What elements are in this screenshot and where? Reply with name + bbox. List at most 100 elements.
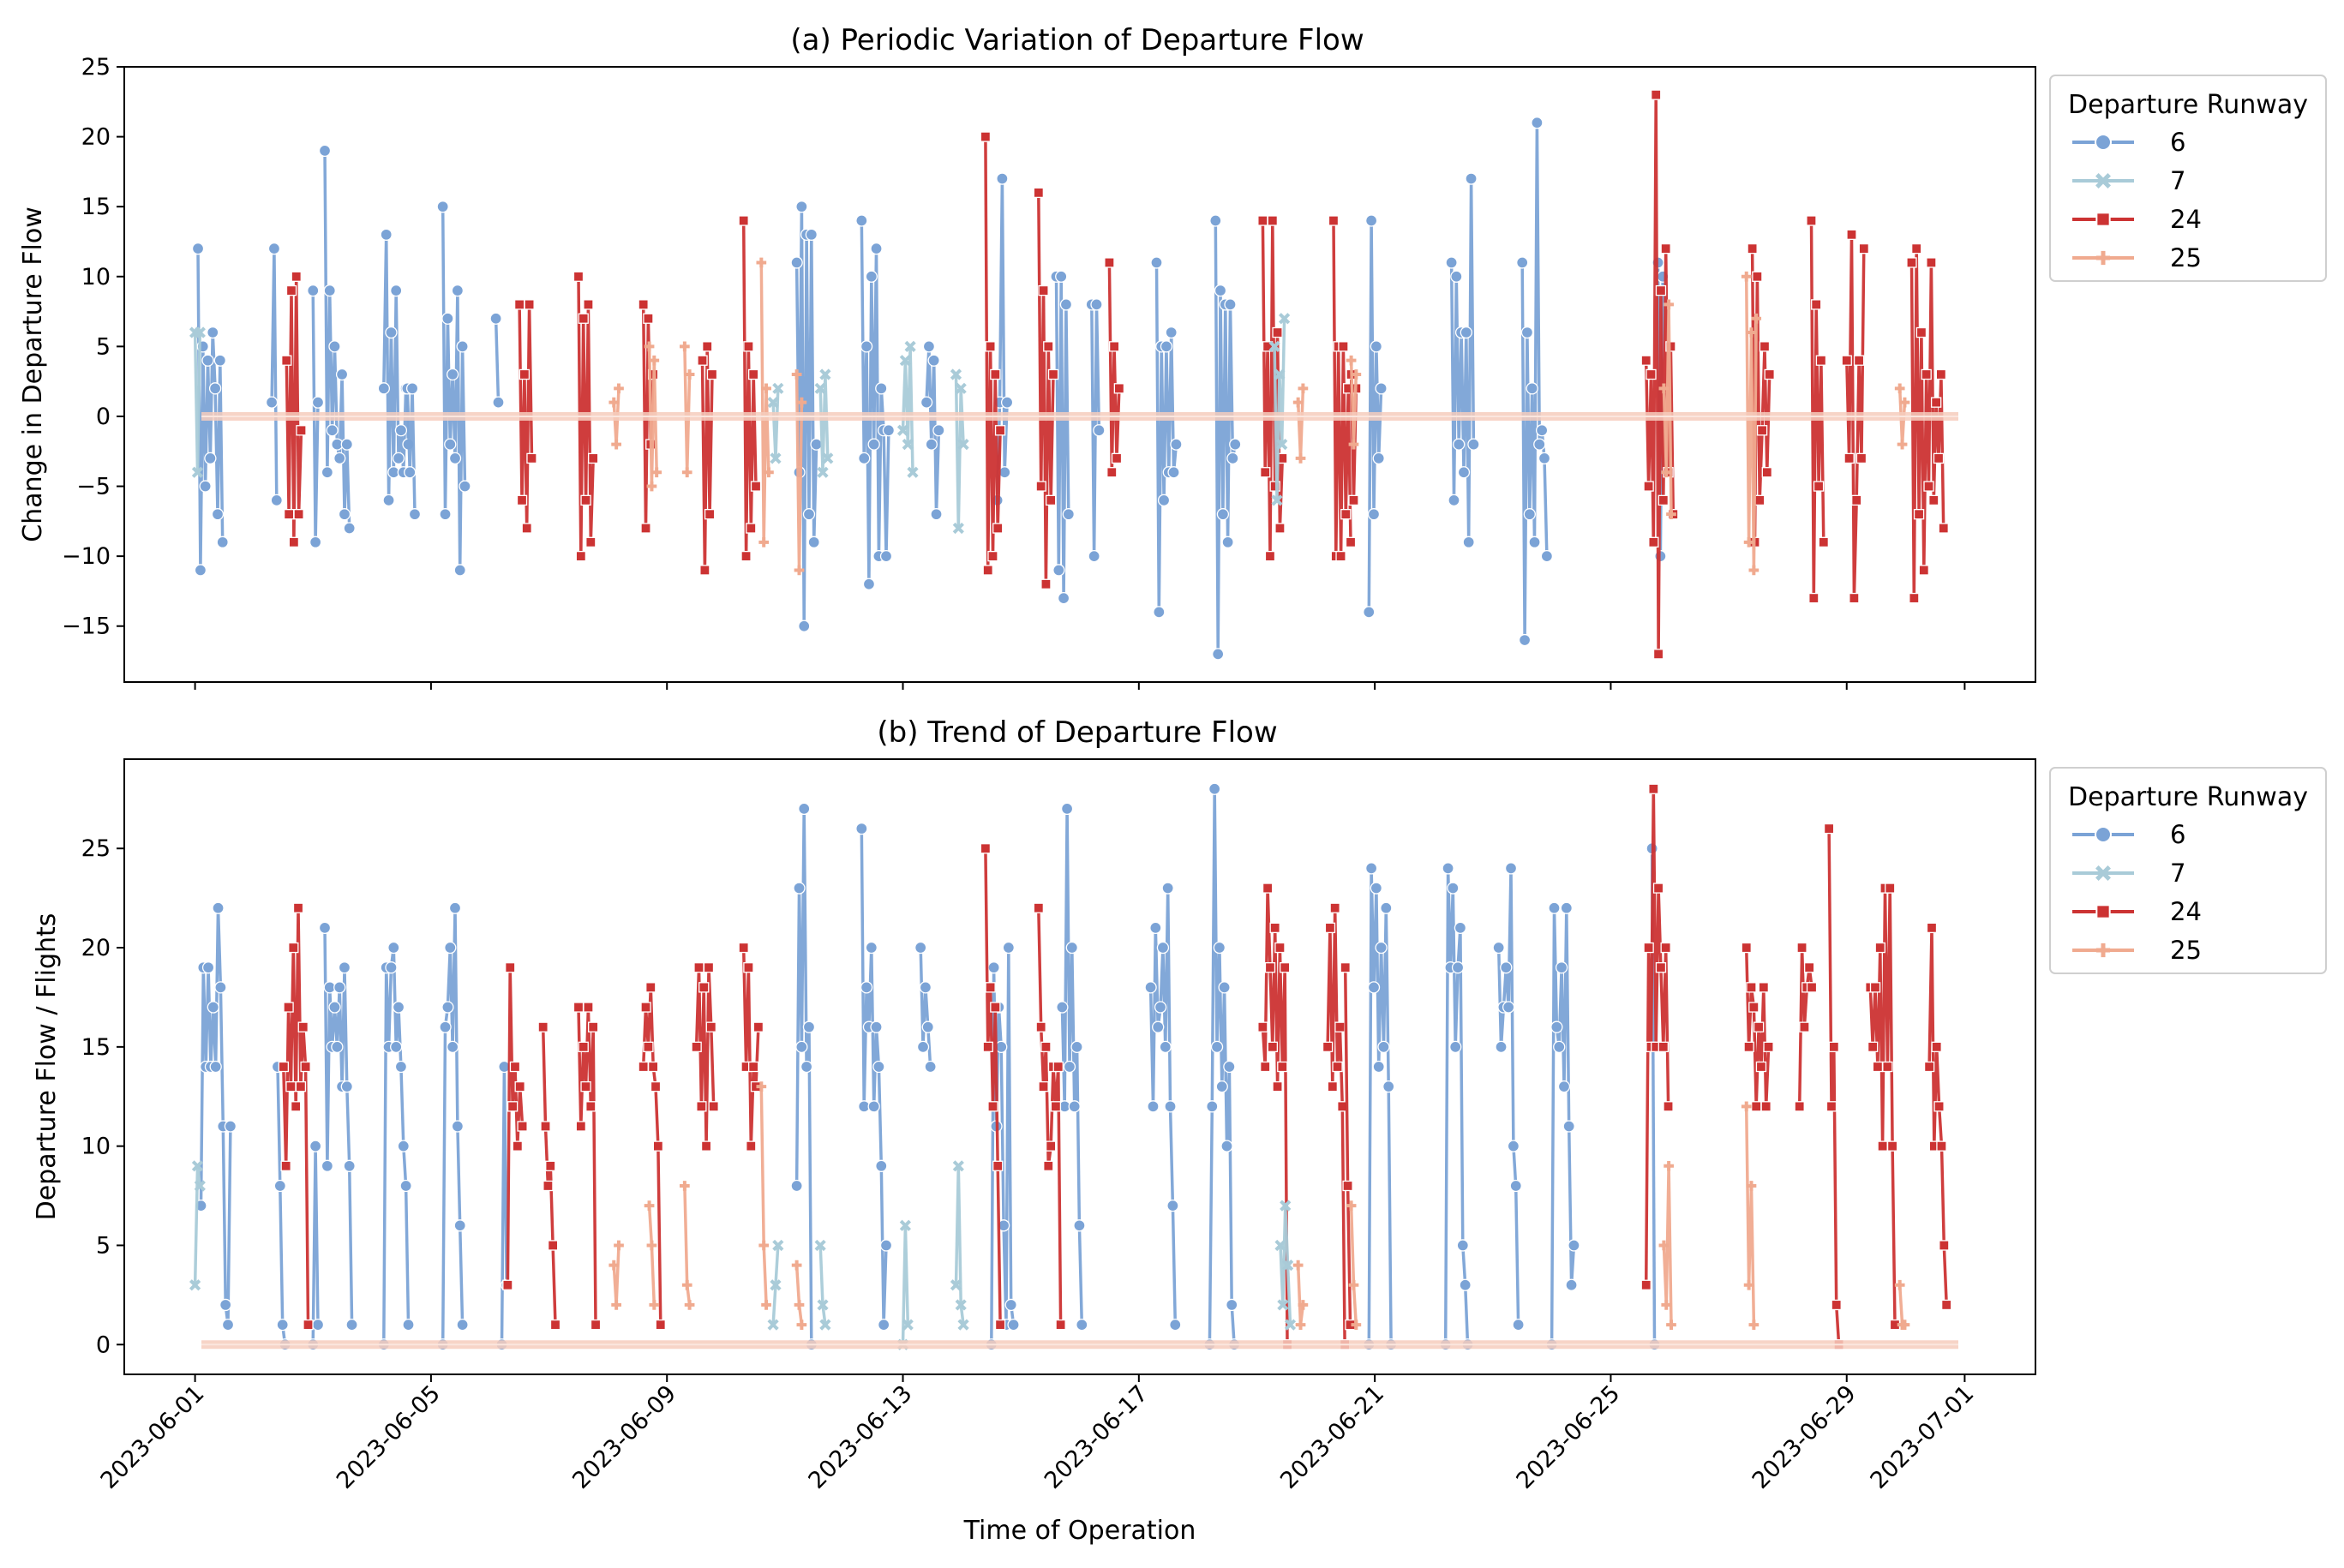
series-24-point — [746, 1140, 757, 1152]
series-6-point — [1364, 214, 1378, 227]
series-6-point — [323, 284, 336, 297]
series-24-point — [1260, 1061, 1271, 1073]
series-6-point — [321, 1159, 334, 1172]
series-24-point — [575, 1121, 587, 1132]
series-7-point — [902, 438, 914, 451]
series-25-point — [1348, 439, 1359, 450]
series-24-point — [750, 481, 762, 492]
shared-x-axis-label: Time of Operation — [963, 1516, 1196, 1546]
series-6-point — [1382, 1080, 1395, 1093]
series-7-point — [952, 1160, 964, 1172]
series-6-point — [916, 1040, 930, 1053]
legend-label: 24 — [2170, 205, 2202, 234]
series-6-point — [865, 941, 878, 955]
series-24-point — [693, 962, 704, 973]
panel-a-legend[interactable]: Departure Runway 6 7 24 25 — [2049, 75, 2327, 282]
series-25-point — [1748, 565, 1759, 576]
panel-a-frame — [123, 66, 2036, 683]
series-24-point — [702, 341, 713, 352]
zero-baseline — [201, 1340, 1958, 1350]
series-6-point — [1167, 466, 1180, 479]
series-24-point — [1104, 257, 1115, 268]
series-6-point — [439, 508, 452, 521]
series-6-point — [1372, 1060, 1385, 1074]
panel-b-legend[interactable]: Departure Runway 6 7 24 25 — [2049, 767, 2327, 974]
series-24-point — [288, 536, 300, 548]
series-6-point — [1212, 648, 1225, 661]
series-25-point — [1658, 383, 1670, 394]
series-6-point — [338, 961, 351, 974]
series-6-point — [810, 438, 823, 451]
legend-item-24[interactable]: 24 — [2072, 897, 2202, 926]
series-24-point — [1262, 883, 1274, 894]
legend-item-7[interactable]: 7 — [2072, 166, 2185, 195]
series-6-point — [1456, 1239, 1469, 1252]
series-6-point — [392, 452, 405, 465]
series-7-point — [767, 397, 779, 409]
series-24-point — [1806, 982, 1818, 993]
series-7-point — [770, 1279, 782, 1291]
series-24-point — [1933, 452, 1945, 464]
legend-item-6[interactable]: 6 — [2072, 128, 2185, 157]
series-6-point — [333, 452, 346, 465]
series-6-point — [453, 564, 466, 577]
series-6-point — [1447, 882, 1460, 895]
series-25-point — [644, 341, 655, 352]
series-24-point — [746, 523, 757, 534]
series-6-point — [380, 228, 393, 241]
legend-item-25[interactable]: 25 — [2072, 243, 2202, 272]
series-25-point — [611, 1300, 621, 1310]
series-6-point — [394, 424, 408, 437]
series-6-point — [790, 256, 803, 269]
series-7-point — [772, 382, 784, 394]
series-24-point — [1796, 942, 1807, 954]
legend-item-25[interactable]: 25 — [2072, 936, 2202, 965]
series-6-point — [1557, 1080, 1571, 1093]
series-24-point — [1332, 1061, 1343, 1073]
y-tick-label: 15 — [81, 194, 111, 220]
series-24-point — [1264, 550, 1276, 562]
series-24-point — [703, 962, 715, 973]
series-24-point — [278, 1061, 290, 1073]
series-24-point — [1111, 452, 1123, 464]
series-25-point — [1666, 509, 1676, 520]
series-25-point — [1899, 397, 1910, 408]
series-24-point — [281, 355, 292, 366]
series-24-point — [1328, 215, 1340, 226]
legend-item-6[interactable]: 6 — [2072, 820, 2185, 849]
panel-a-legend-items: 6 7 24 25 — [2072, 128, 2202, 272]
series-24-point — [1831, 1299, 1842, 1311]
series-24-point — [1660, 942, 1671, 954]
series-24-point — [1663, 1101, 1674, 1112]
series-6-point — [1459, 1278, 1472, 1291]
series-6-point — [321, 466, 334, 479]
series-6-point — [1535, 424, 1549, 437]
series-24-line — [1332, 220, 1352, 558]
series-6-point — [1449, 1040, 1462, 1053]
series-6-point — [1073, 1219, 1086, 1232]
series-6-point — [397, 1140, 410, 1152]
series-25-line — [759, 262, 770, 544]
series-24-point — [1257, 1021, 1268, 1032]
series-6-point — [1076, 1318, 1088, 1332]
series-7-point — [1271, 494, 1283, 506]
series-24-point — [980, 843, 992, 854]
series-24-point — [588, 452, 599, 464]
series-6-point — [1377, 1040, 1390, 1053]
series-24-point — [990, 1002, 1001, 1013]
series-7-point — [819, 368, 831, 380]
series-24-point — [1047, 368, 1059, 380]
series-25-point — [1295, 1320, 1306, 1330]
series-24-point — [517, 1121, 528, 1132]
series-24-point — [578, 313, 589, 324]
series-24-point — [1747, 242, 1758, 254]
legend-item-7[interactable]: 7 — [2072, 859, 2185, 888]
series-24-point — [288, 942, 299, 954]
series-6-point — [860, 340, 873, 353]
series-7-point — [770, 452, 782, 464]
series-24-point — [1853, 355, 1865, 366]
legend-item-24[interactable]: 24 — [2072, 205, 2202, 234]
series-25-point — [614, 1240, 624, 1251]
series-24-point — [1813, 481, 1825, 492]
series-24-point — [1764, 368, 1775, 380]
